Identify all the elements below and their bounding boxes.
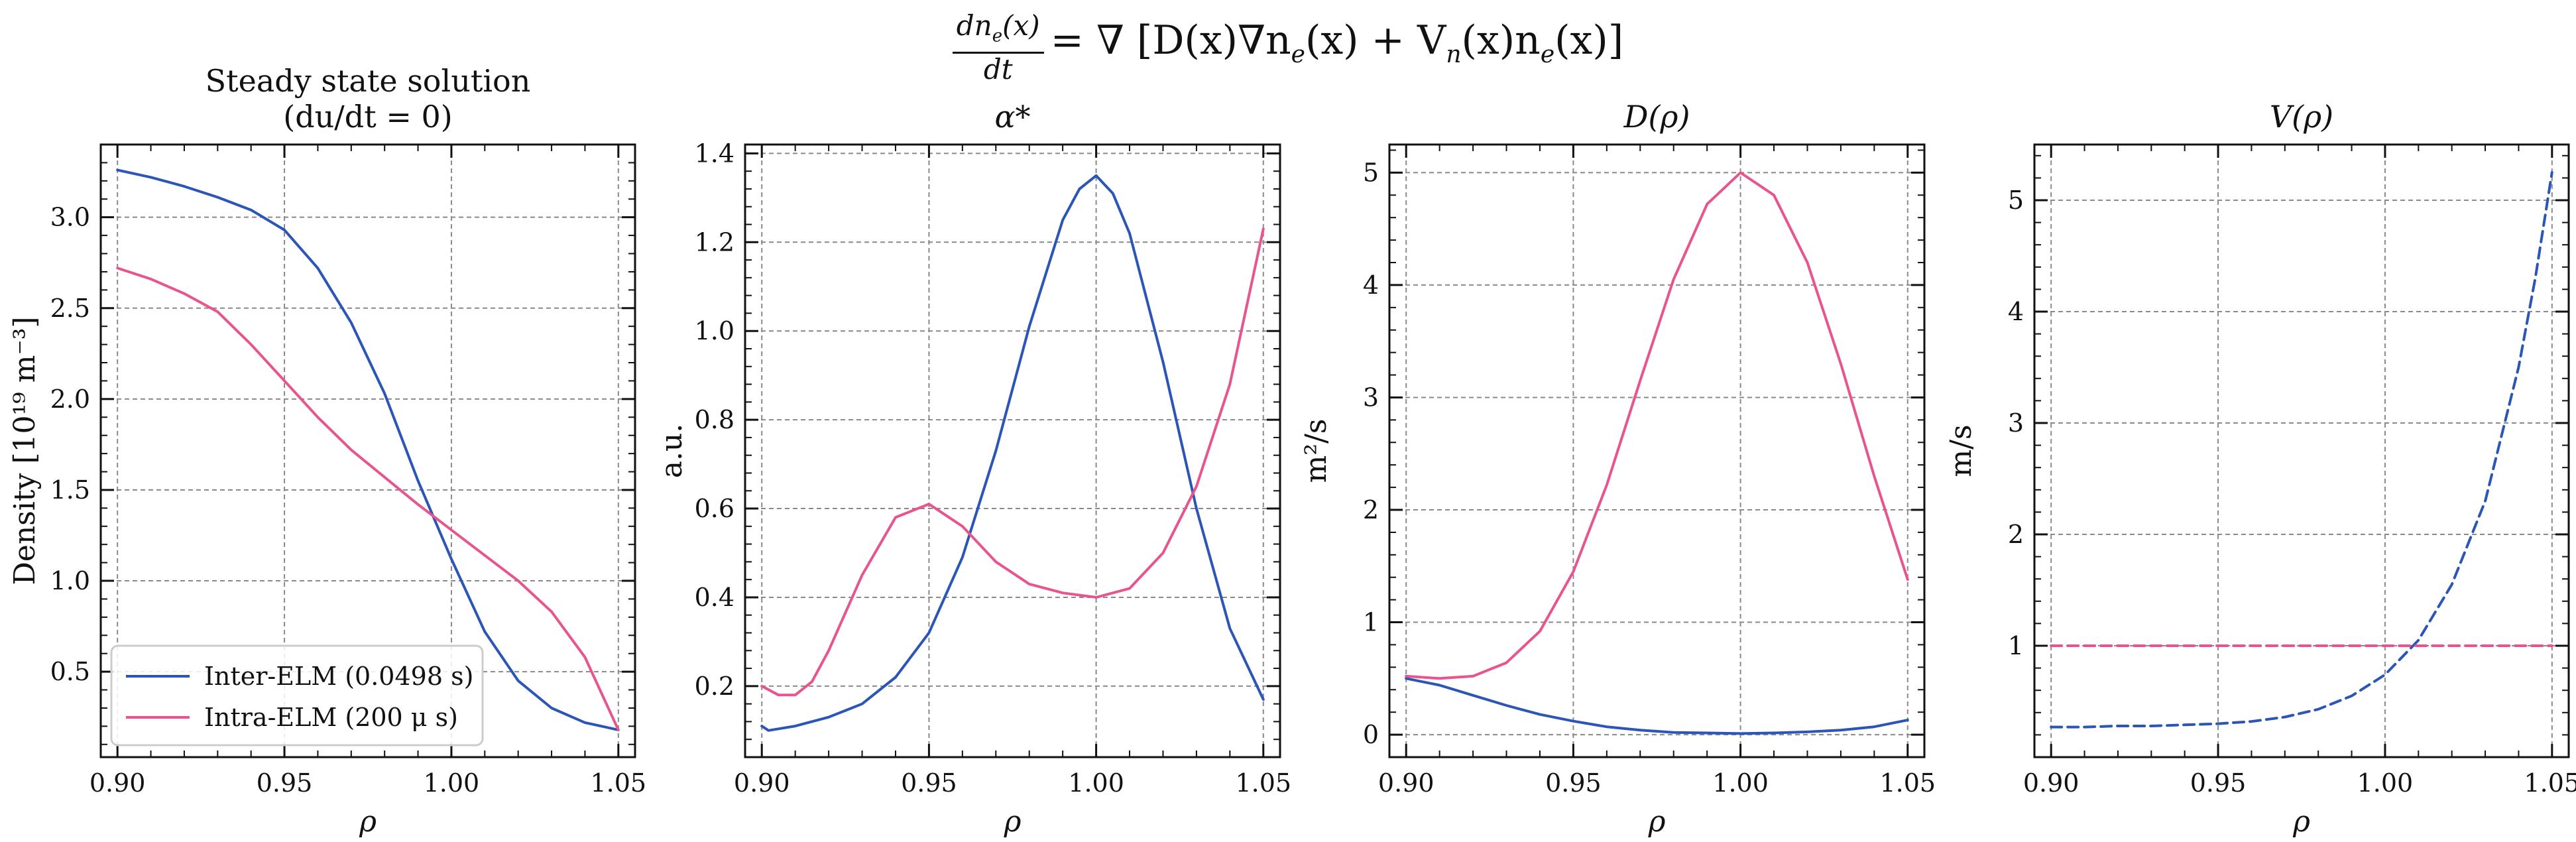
y-tick-label: 0.5 bbox=[50, 657, 90, 686]
y-tick-label: 3 bbox=[1363, 383, 1379, 412]
grid-lines bbox=[1389, 145, 1924, 757]
panel-title-line2: (du/dt = 0) bbox=[283, 99, 452, 135]
series-group bbox=[1405, 171, 1909, 735]
y-axis-label: Density [10¹⁹ m⁻³] bbox=[8, 316, 42, 585]
y-tick-label: 0.2 bbox=[695, 672, 734, 701]
legend: Inter-ELM (0.0498 s) Intra-ELM (200 μ s) bbox=[110, 644, 484, 747]
panel-title: Steady state solution bbox=[205, 63, 531, 99]
series-group bbox=[116, 168, 620, 731]
series-line-1 bbox=[116, 168, 620, 731]
legend-label: Inter-ELM (0.0498 s) bbox=[204, 662, 473, 691]
y-tick-label: 1.0 bbox=[50, 566, 90, 595]
y-tick-label: 2.5 bbox=[50, 294, 90, 323]
x-tick-label: 0.90 bbox=[89, 768, 146, 798]
y-tick-label: 0 bbox=[1363, 720, 1379, 749]
x-tick-label: 1.00 bbox=[1068, 768, 1124, 798]
figure-suptitle: dne(x) dt = ∇ [D(x)∇ne(x) + Vn(x)ne(x)] bbox=[0, 4, 2576, 91]
x-axis-label: ρ bbox=[1648, 805, 1666, 839]
x-tick-label: 1.00 bbox=[1712, 768, 1769, 798]
x-tick-label: 1.05 bbox=[591, 768, 647, 798]
panel-title: V(ρ) bbox=[2270, 99, 2333, 135]
legend-box bbox=[110, 644, 484, 747]
y-tick-label: 4 bbox=[2008, 297, 2024, 326]
series-line-2 bbox=[1405, 171, 1909, 680]
x-tick-label: 1.05 bbox=[1235, 768, 1291, 798]
series-line-2 bbox=[116, 267, 620, 731]
x-tick-label: 1.00 bbox=[2357, 768, 2414, 798]
y-axis-label: a.u. bbox=[655, 424, 689, 479]
series-line-1 bbox=[1405, 677, 1909, 735]
y-tick-label: 5 bbox=[1363, 158, 1379, 187]
y-tick-label: 1.0 bbox=[695, 316, 734, 345]
axes-frame bbox=[1388, 143, 1926, 758]
y-tick-label: 0.4 bbox=[695, 583, 734, 612]
grid-lines bbox=[745, 145, 1280, 757]
y-tick-label: 2.0 bbox=[50, 385, 90, 414]
suptitle-fraction: dne(x) dt bbox=[952, 9, 1044, 86]
y-tick-label: 3 bbox=[2008, 408, 2024, 438]
x-tick-label: 1.05 bbox=[1879, 768, 1936, 798]
panel-title: D(ρ) bbox=[1623, 99, 1690, 135]
axes-frame bbox=[99, 143, 636, 758]
x-tick-label: 0.95 bbox=[901, 768, 957, 798]
x-tick-label: 0.95 bbox=[1545, 768, 1602, 798]
grid-lines bbox=[2034, 145, 2569, 757]
panel-2: 0.90 0.95 1.00 1.05 0.2 0.4 0.6 0.8 1.0 1.2 1.4 ρ a.… bbox=[655, 99, 1291, 839]
panel-4: 0.90 0.95 1.00 1.05 1 2 3 4 5 ρ m/s V(ρ) bbox=[1944, 99, 2576, 839]
y-axis-label: m²/s bbox=[1299, 419, 1333, 483]
y-tick-label: 1 bbox=[2008, 631, 2024, 660]
legend-label: Intra-ELM (200 μ s) bbox=[204, 703, 458, 732]
x-tick-label: 0.90 bbox=[1378, 768, 1434, 798]
y-tick-label: 1.4 bbox=[695, 139, 734, 168]
y-tick-label: 2 bbox=[1363, 495, 1379, 524]
panel-3: 0.90 0.95 1.00 1.05 0 1 2 3 4 5 ρ m²/s D(ρ) bbox=[1299, 99, 1936, 839]
y-tick-label: 3.0 bbox=[50, 203, 90, 232]
x-axis-label: ρ bbox=[359, 805, 377, 839]
x-tick-label: 0.95 bbox=[2190, 768, 2247, 798]
panel-1: 0.90 0.95 1.00 1.05 0.5 1.0 1.5 2.0 2.5 3.0 ρ Densi… bbox=[8, 63, 646, 839]
series-line-1 bbox=[2050, 171, 2553, 729]
x-tick-label: 0.90 bbox=[734, 768, 790, 798]
x-axis-label: ρ bbox=[1004, 805, 1022, 839]
series-group bbox=[2050, 171, 2553, 729]
y-tick-label: 0.8 bbox=[695, 405, 734, 434]
y-tick-label: 4 bbox=[1363, 271, 1379, 300]
y-tick-label: 1.5 bbox=[50, 475, 90, 505]
x-axis-label: ρ bbox=[2292, 805, 2310, 839]
y-tick-label: 1.2 bbox=[695, 227, 734, 257]
y-tick-label: 0.6 bbox=[695, 494, 734, 523]
x-tick-label: 1.05 bbox=[2524, 768, 2576, 798]
series-group bbox=[760, 174, 1265, 732]
x-tick-label: 0.95 bbox=[257, 768, 313, 798]
x-tick-label: 1.00 bbox=[424, 768, 480, 798]
y-tick-label: 1 bbox=[1363, 608, 1379, 637]
axes-frame bbox=[744, 143, 1281, 758]
x-tick-label: 0.90 bbox=[2023, 768, 2079, 798]
y-tick-label: 5 bbox=[2008, 186, 2024, 215]
series-line-1 bbox=[760, 174, 1265, 732]
panel-title: α* bbox=[994, 99, 1030, 135]
suptitle-equation: = ∇ [D(x)∇ne(x) + Vn(x)ne(x)] bbox=[1050, 17, 1624, 68]
y-axis-label: m/s bbox=[1944, 424, 1978, 477]
axes-frame bbox=[2033, 143, 2570, 758]
series-line-2 bbox=[760, 227, 1265, 697]
y-tick-label: 2 bbox=[2008, 520, 2024, 549]
